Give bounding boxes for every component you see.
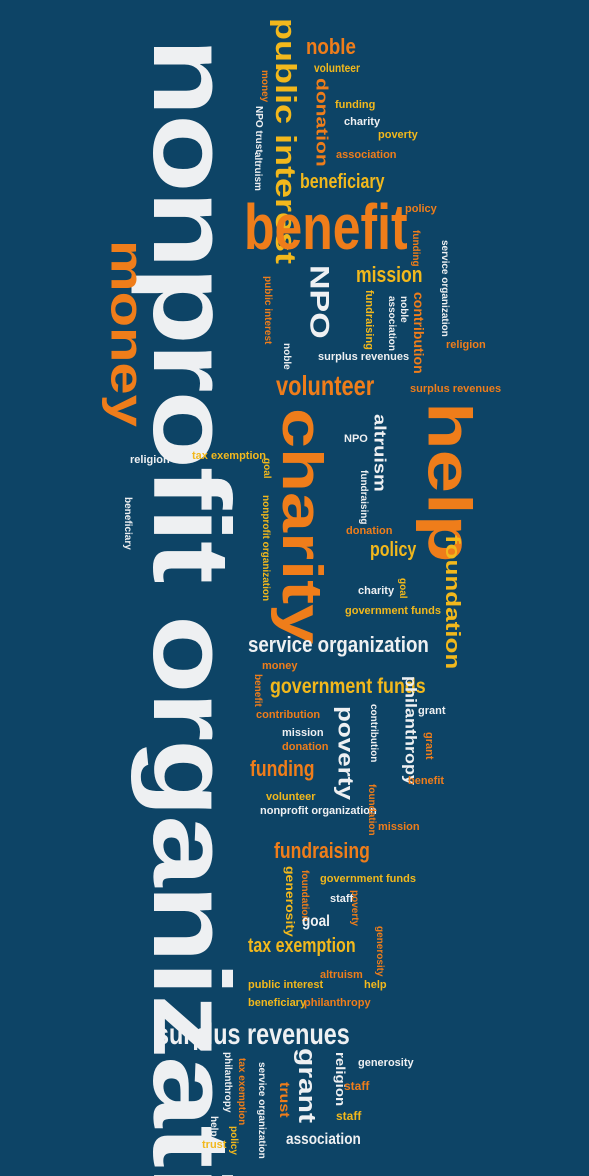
cloud-word: NPO bbox=[344, 433, 368, 445]
cloud-word: money bbox=[262, 660, 298, 672]
cloud-word: staff bbox=[330, 893, 354, 905]
cloud-word: tax exemption bbox=[248, 935, 356, 957]
cloud-word: goal bbox=[261, 458, 272, 479]
cloud-word: association bbox=[386, 296, 397, 352]
cloud-word: foundation bbox=[441, 535, 465, 670]
cloud-word: grant bbox=[423, 732, 435, 760]
cloud-word: donation bbox=[346, 525, 393, 537]
cloud-word: charity bbox=[270, 408, 334, 645]
cloud-word: benefit bbox=[408, 775, 445, 787]
cloud-word: surplus revenues bbox=[156, 1018, 350, 1051]
cloud-word: NPO trust bbox=[253, 106, 264, 153]
cloud-word: contribution bbox=[256, 709, 321, 721]
cloud-word: NPO bbox=[304, 265, 335, 339]
cloud-word: contribution bbox=[368, 704, 379, 763]
cloud-word: noble bbox=[306, 34, 356, 59]
cloud-word: service organization bbox=[439, 240, 450, 337]
cloud-word: goal bbox=[397, 578, 408, 599]
cloud-word: noble bbox=[281, 343, 292, 370]
cloud-word: funding bbox=[335, 99, 376, 111]
cloud-word: beneficiary bbox=[300, 171, 385, 193]
cloud-word: benefit bbox=[244, 191, 408, 263]
cloud-word: volunteer bbox=[266, 791, 316, 803]
cloud-word: grant bbox=[418, 705, 446, 717]
cloud-word: benefit bbox=[252, 674, 263, 707]
cloud-word: government funds bbox=[345, 605, 441, 617]
cloud-word: grant bbox=[293, 1048, 320, 1123]
cloud-word: public interest bbox=[262, 276, 273, 345]
cloud-word: mission bbox=[356, 262, 423, 287]
cloud-word: policy bbox=[370, 539, 417, 561]
cloud-word: poverty bbox=[349, 890, 360, 927]
cloud-word: government funds bbox=[270, 675, 426, 698]
cloud-word: association bbox=[286, 1131, 361, 1148]
cloud-word: charity bbox=[358, 585, 395, 597]
cloud-word: government funds bbox=[320, 873, 416, 885]
cloud-word: mission bbox=[378, 821, 420, 833]
cloud-word: donation bbox=[312, 78, 331, 167]
cloud-word: nonprofit organization bbox=[260, 495, 271, 602]
cloud-word: policy bbox=[228, 1126, 239, 1155]
cloud-word: help bbox=[208, 1116, 219, 1137]
cloud-word: philanthropy bbox=[304, 997, 371, 1009]
cloud-word: funding bbox=[250, 756, 315, 781]
cloud-word: generosity bbox=[283, 866, 297, 937]
cloud-word: trust bbox=[202, 1139, 227, 1151]
cloud-word: volunteer bbox=[276, 370, 375, 401]
cloud-word: goal bbox=[302, 913, 330, 930]
cloud-word: staff bbox=[336, 1109, 362, 1123]
cloud-word: foundation bbox=[366, 784, 377, 836]
cloud-word: religion bbox=[130, 454, 170, 466]
cloud-word: money bbox=[101, 240, 154, 427]
cloud-word: philanthropy bbox=[222, 1052, 233, 1113]
cloud-word: altruism bbox=[252, 152, 263, 191]
cloud-word: poverty bbox=[333, 706, 358, 800]
cloud-word: tax exemption bbox=[192, 450, 266, 462]
cloud-word: tax exemption bbox=[236, 1058, 247, 1126]
cloud-word: altruism bbox=[320, 969, 363, 981]
cloud-word: donation bbox=[282, 741, 329, 753]
cloud-word: beneficiary bbox=[122, 497, 133, 550]
cloud-word: generosity bbox=[358, 1057, 414, 1069]
cloud-word: fundraising bbox=[274, 838, 370, 863]
cloud-word: altruism bbox=[370, 414, 389, 492]
cloud-word: public interest bbox=[248, 979, 324, 991]
cloud-word: fundraising bbox=[358, 470, 369, 525]
cloud-word: religion bbox=[446, 339, 486, 351]
cloud-word: noble bbox=[398, 296, 409, 323]
cloud-word: service organization bbox=[248, 632, 429, 657]
cloud-word: nonprofit organization bbox=[260, 805, 377, 817]
cloud-word: surplus revenues bbox=[318, 351, 410, 363]
cloud-word: help bbox=[364, 979, 387, 991]
cloud-word: nonprofit organization bbox=[130, 38, 252, 1176]
cloud-word: service organization bbox=[256, 1062, 267, 1159]
cloud-word: volunteer bbox=[314, 61, 360, 75]
cloud-word: contribution bbox=[411, 292, 427, 374]
cloud-word: fundraising bbox=[363, 290, 375, 350]
cloud-word: association bbox=[336, 149, 397, 161]
cloud-word: money bbox=[259, 70, 270, 103]
cloud-word: trust bbox=[276, 1082, 291, 1118]
cloud-word: beneficiary bbox=[248, 997, 307, 1009]
cloud-word: charity bbox=[344, 116, 381, 128]
cloud-word: surplus revenues bbox=[410, 383, 502, 395]
cloud-word: philanthropy bbox=[401, 676, 419, 785]
cloud-word: mission bbox=[282, 727, 324, 739]
cloud-word: poverty bbox=[378, 129, 418, 141]
cloud-word: generosity bbox=[374, 926, 385, 977]
cloud-word: policy bbox=[405, 203, 437, 215]
cloud-word: staff bbox=[344, 1079, 370, 1093]
